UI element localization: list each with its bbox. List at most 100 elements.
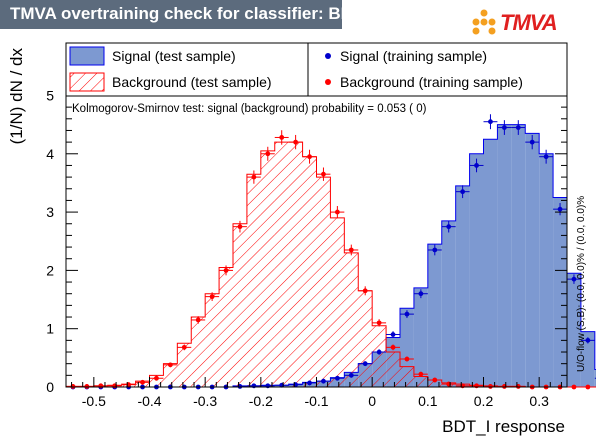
background-training-point — [181, 344, 187, 350]
signal-test-bar — [567, 273, 581, 387]
x-tick-label: -0.1 — [304, 393, 328, 409]
legend-background-test-swatch — [69, 72, 105, 92]
tmva-logo-text: TMVA — [500, 10, 558, 35]
y-tick-label: 4 — [46, 146, 54, 162]
background-training-point — [474, 383, 479, 389]
y-tick-label: 0 — [46, 379, 54, 395]
background-test-bar — [246, 174, 261, 387]
background-training-point — [488, 384, 493, 389]
legend-background-test-label: Background (test sample) — [112, 74, 272, 90]
background-test-bar — [344, 252, 359, 387]
signal-training-point — [557, 206, 563, 212]
background-test-bar — [260, 150, 275, 387]
signal-training-point — [376, 349, 382, 355]
y-tick-label: 5 — [46, 87, 54, 103]
x-axis-title: BDT_I response — [442, 417, 565, 436]
signal-training-point — [446, 224, 452, 230]
background-training-point — [418, 371, 424, 377]
background-test-bar — [288, 142, 303, 387]
x-tick-label: -0.2 — [249, 393, 273, 409]
ks-test-annotation: Kolmogorov-Smirnov test: signal (backgro… — [72, 103, 427, 115]
title-banner: TMVA overtraining check for classifier: … — [0, 0, 377, 29]
signal-training-point — [251, 383, 257, 389]
background-test-bar — [149, 375, 164, 387]
background-training-point — [195, 317, 201, 323]
x-tick-label: 0.2 — [474, 393, 494, 409]
background-training-point — [154, 375, 159, 381]
signal-training-point — [390, 332, 396, 337]
background-test-bar — [233, 223, 247, 387]
legend-signal-training-label: Signal (training sample) — [340, 48, 487, 64]
chart-title: TMVA overtraining check for classifier: … — [10, 4, 378, 23]
background-test-bar — [177, 343, 192, 387]
background-training-point — [98, 383, 104, 389]
tmva-logo: TMVA — [470, 8, 590, 38]
background-training-point — [279, 135, 285, 140]
signal-test-bar — [469, 153, 484, 387]
background-training-point — [293, 139, 299, 145]
background-training-point — [321, 171, 326, 177]
legend: Signal (test sample) Background (test sa… — [65, 42, 568, 97]
signal-training-point — [418, 291, 424, 297]
background-training-point — [237, 224, 243, 230]
background-training-point — [362, 288, 368, 294]
signal-test-bar — [497, 124, 512, 387]
background-test-bar — [372, 325, 387, 387]
signal-training-point — [404, 311, 410, 317]
background-training-point — [571, 384, 577, 390]
y-tick-label: 1 — [46, 321, 54, 337]
background-training-point — [265, 151, 271, 157]
background-training-point — [404, 356, 410, 362]
x-tick-label: 0 — [368, 393, 376, 409]
legend-signal-test-label: Signal (test sample) — [112, 48, 236, 64]
overflow-note: U/O-flow (S,B): (0.0, 0.0)% / (0.0, 0.0)… — [576, 196, 587, 372]
background-test-bar — [163, 363, 178, 387]
legend-signal-training-marker — [325, 53, 331, 59]
signal-training-point — [307, 380, 312, 386]
background-test-bar — [205, 293, 220, 387]
x-tick-label: -0.3 — [193, 393, 217, 409]
signal-training-point — [571, 276, 577, 282]
background-test-bar — [219, 267, 233, 387]
background-test-bar — [330, 217, 345, 387]
signal-training-point — [515, 125, 521, 130]
background-test-bar — [274, 142, 289, 387]
background-test-bar — [302, 156, 317, 387]
background-test-bar — [413, 376, 428, 387]
signal-training-point — [543, 154, 549, 160]
x-tick-label: 0.1 — [418, 393, 438, 409]
signal-test-bar — [580, 331, 595, 387]
tmva-logo-dots-icon — [472, 9, 496, 35]
signal-training-point — [488, 119, 493, 125]
signal-test-bar — [553, 197, 567, 387]
legend-background-training-label: Background (training sample) — [340, 74, 523, 90]
background-test-bar — [400, 366, 414, 387]
background-training-point — [432, 377, 438, 383]
signal-training-point — [501, 125, 507, 130]
legend-signal-test-swatch — [69, 46, 105, 66]
signal-training-point — [460, 189, 466, 195]
background-training-point — [376, 320, 382, 326]
background-training-point — [167, 362, 173, 368]
x-tick-label: 0.3 — [529, 393, 549, 409]
signal-test-bar — [483, 139, 498, 387]
background-training-point — [251, 174, 257, 180]
signal-test-bar — [413, 287, 428, 387]
signal-test-bar — [539, 153, 554, 387]
signal-training-point — [348, 372, 354, 378]
signal-training-point — [362, 361, 368, 367]
background-training-point — [334, 209, 340, 215]
background-training-point — [140, 379, 145, 385]
signal-test-bar — [427, 244, 442, 387]
background-test-bar — [427, 380, 442, 387]
signal-training-point — [334, 375, 340, 381]
signal-training-point — [529, 139, 535, 145]
background-training-point — [84, 384, 90, 389]
background-test-bar — [358, 290, 373, 387]
background-training-point — [209, 294, 215, 300]
points-layer — [66, 114, 596, 390]
y-axis-title: (1/N) dN / dx — [7, 48, 26, 145]
background-training-point — [307, 154, 312, 160]
signal-test-bar — [455, 185, 470, 387]
